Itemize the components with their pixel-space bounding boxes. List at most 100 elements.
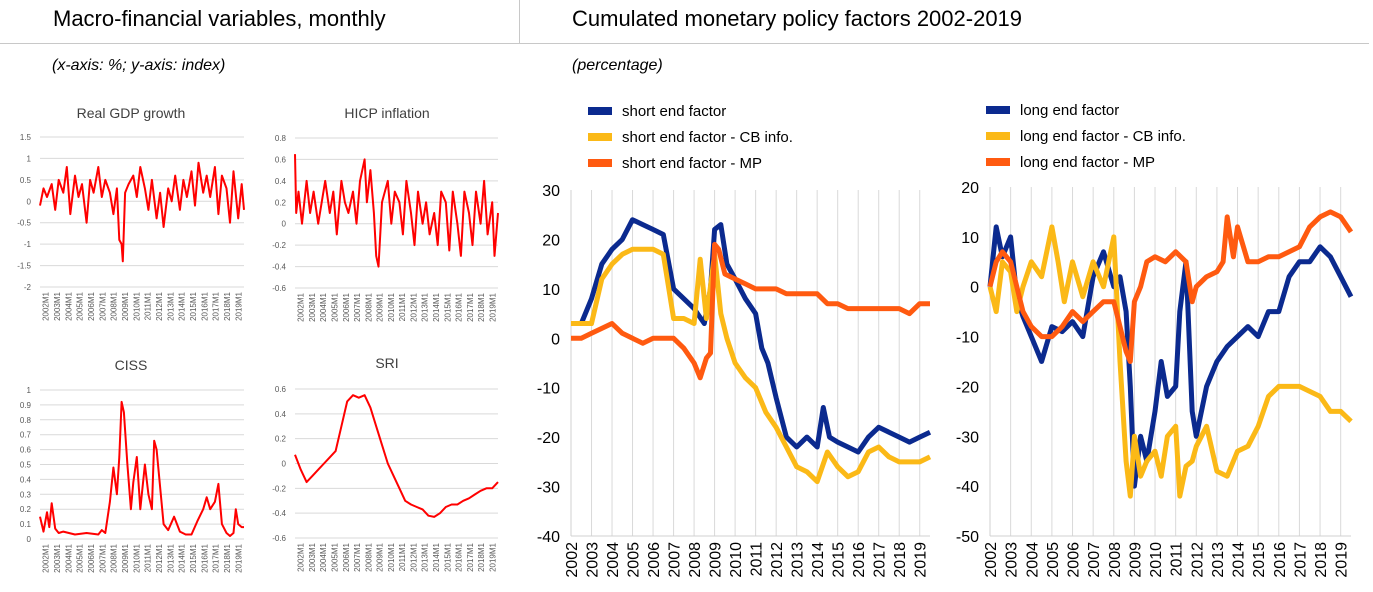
y-tick-label: -0.2 xyxy=(272,484,286,493)
y-tick-label: -50 xyxy=(956,529,979,546)
x-tick-label: 2015 xyxy=(831,542,848,578)
x-tick-label: 2006M1 xyxy=(87,543,96,572)
x-tick-label: 2002M1 xyxy=(42,291,51,320)
x-tick-label: 2012M1 xyxy=(409,542,418,571)
legend-swatch xyxy=(588,133,612,141)
y-tick-label: 0.2 xyxy=(275,198,287,207)
sri-chart-title: SRI xyxy=(375,355,398,371)
x-tick-label: 2002M1 xyxy=(297,542,306,571)
x-tick-label: 2011M1 xyxy=(398,542,407,571)
header-divider-right xyxy=(520,43,1369,44)
y-tick-label: 0.4 xyxy=(275,410,287,419)
x-tick-label: 2006 xyxy=(1066,542,1083,578)
long-end-series-line xyxy=(987,209,1354,364)
x-tick-label: 2017 xyxy=(872,542,889,578)
y-tick-label: 0 xyxy=(551,331,560,348)
x-tick-label: 2015M1 xyxy=(189,291,198,320)
x-tick-label: 2005M1 xyxy=(76,543,85,572)
x-tick-label: 2003 xyxy=(585,542,602,578)
x-tick-label: 2019 xyxy=(1334,542,1351,578)
x-tick-label: 2014M1 xyxy=(432,542,441,571)
legend-label: short end factor - MP xyxy=(622,155,762,172)
legend-label: short end factor - CB info. xyxy=(622,129,793,146)
legend-swatch xyxy=(588,107,612,115)
x-tick-label: 2007M1 xyxy=(353,292,362,321)
x-tick-label: 2006M1 xyxy=(87,291,96,320)
short-end-series-line xyxy=(571,241,930,381)
y-tick-label: 0 xyxy=(282,460,287,469)
left-panel-title: Macro-financial variables, monthly xyxy=(53,6,386,31)
x-tick-label: 2013M1 xyxy=(421,542,430,571)
x-tick-label: 2015M1 xyxy=(443,292,452,321)
legend-label: long end factor - MP xyxy=(1020,154,1155,171)
sri-series-line xyxy=(294,394,499,518)
y-tick-label: 0.6 xyxy=(275,155,287,164)
y-tick-label: -40 xyxy=(537,529,560,546)
y-tick-label: -0.4 xyxy=(272,509,286,518)
x-tick-label: 2009M1 xyxy=(121,291,130,320)
x-tick-label: 2016M1 xyxy=(200,291,209,320)
x-tick-label: 2004M1 xyxy=(64,291,73,320)
x-tick-label: 2008M1 xyxy=(364,542,373,571)
x-tick-label: 2011 xyxy=(749,542,766,577)
y-tick-label: 20 xyxy=(542,232,560,249)
legend-swatch xyxy=(588,159,612,167)
hicp-chart-title: HICP inflation xyxy=(344,105,429,121)
long-end-series-line xyxy=(987,224,1353,499)
x-tick-label: 2012 xyxy=(1189,542,1206,578)
y-tick-label: 0.5 xyxy=(20,176,32,185)
x-tick-label: 2014 xyxy=(1231,542,1248,578)
y-tick-label: 0.4 xyxy=(20,475,32,484)
y-tick-label: 0.6 xyxy=(275,385,287,394)
y-tick-label: -20 xyxy=(537,430,560,447)
x-tick-label: 2007M1 xyxy=(353,542,362,571)
x-tick-label: 2005M1 xyxy=(330,542,339,571)
x-tick-label: 2008M1 xyxy=(110,291,119,320)
x-tick-label: 2011M1 xyxy=(144,291,153,320)
x-tick-label: 2005M1 xyxy=(76,291,85,320)
x-tick-label: 2006 xyxy=(646,542,663,578)
right-panel-title: Cumulated monetary policy factors 2002-2… xyxy=(572,6,1023,31)
left-panel-note: (x-axis: %; y-axis: index) xyxy=(52,57,226,74)
x-tick-label: 2003M1 xyxy=(308,292,317,321)
x-tick-label: 2003M1 xyxy=(53,291,62,320)
x-tick-label: 2006M1 xyxy=(342,292,351,321)
x-tick-label: 2009M1 xyxy=(376,292,385,321)
y-tick-label: 0 xyxy=(27,535,32,544)
x-tick-label: 2004 xyxy=(1024,542,1041,578)
x-tick-label: 2006M1 xyxy=(342,542,351,571)
y-tick-label: 20 xyxy=(961,180,979,197)
x-tick-label: 2004M1 xyxy=(64,543,73,572)
x-tick-label: 2016M1 xyxy=(455,292,464,321)
x-tick-label: 2008 xyxy=(687,542,704,578)
x-tick-label: 2003 xyxy=(1004,542,1021,578)
gdp-chart-title: Real GDP growth xyxy=(77,105,186,121)
x-tick-label: 2013M1 xyxy=(166,543,175,572)
x-tick-label: 2008M1 xyxy=(364,292,373,321)
long-end-chart: long end factor long end factor - CB info… xyxy=(956,102,1354,578)
y-tick-label: 0 xyxy=(27,197,32,206)
x-tick-label: 2012M1 xyxy=(155,543,164,572)
x-tick-label: 2015 xyxy=(1251,542,1268,578)
y-tick-label: -0.5 xyxy=(17,219,31,228)
x-tick-label: 2009 xyxy=(708,542,725,578)
gdp-series-line xyxy=(39,161,245,263)
y-tick-label: 0.6 xyxy=(20,446,32,455)
x-tick-label: 2011 xyxy=(1169,542,1186,577)
x-tick-label: 2019M1 xyxy=(234,543,243,572)
hicp-series-line xyxy=(294,154,499,268)
header-divider-left xyxy=(0,43,519,44)
x-tick-label: 2011M1 xyxy=(144,543,153,572)
x-tick-label: 2007M1 xyxy=(98,543,107,572)
y-tick-label: -30 xyxy=(956,429,979,446)
legend-label: long end factor xyxy=(1020,102,1119,119)
legend-swatch xyxy=(986,106,1010,114)
x-tick-label: 2012 xyxy=(769,542,786,578)
x-tick-label: 2013M1 xyxy=(166,291,175,320)
x-tick-label: 2017M1 xyxy=(466,542,475,571)
y-tick-label: 1.5 xyxy=(20,133,32,142)
short-end-chart: short end factor short end factor - CB in… xyxy=(537,103,932,578)
x-tick-label: 2016 xyxy=(1272,542,1289,578)
